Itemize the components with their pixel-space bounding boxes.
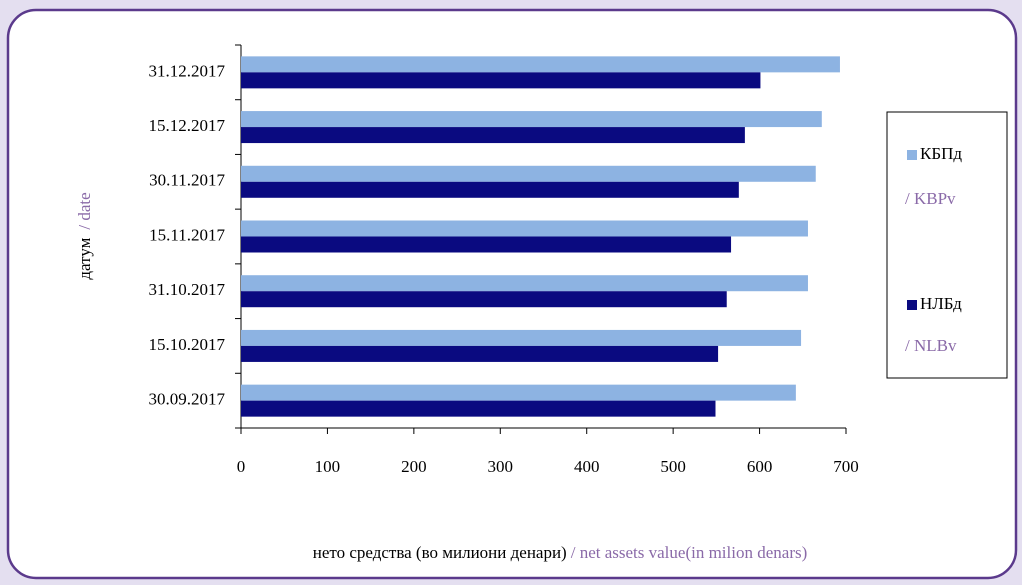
y-tick-label: 15.10.2017 bbox=[149, 335, 226, 354]
x-label: нето средства (во милиони денари) bbox=[313, 543, 567, 562]
x-axis-label: нето средства (во милиони денари) / net a… bbox=[313, 543, 808, 562]
x-tick-label: 0 bbox=[237, 457, 246, 476]
bar bbox=[241, 345, 719, 362]
bar bbox=[241, 181, 739, 198]
y-tick-label: 31.10.2017 bbox=[149, 280, 226, 299]
bar bbox=[241, 329, 802, 346]
x-tick-label: 100 bbox=[315, 457, 341, 476]
bar bbox=[241, 165, 816, 182]
y-tick-label: 15.12.2017 bbox=[149, 116, 226, 135]
bar bbox=[241, 56, 840, 73]
bar bbox=[241, 400, 716, 417]
legend-label-en: / NLBv bbox=[905, 336, 957, 355]
y-tick-label: 30.11.2017 bbox=[149, 171, 225, 190]
bar bbox=[241, 127, 745, 144]
bar bbox=[241, 275, 808, 292]
y-tick-label: 30.09.2017 bbox=[149, 390, 226, 409]
y-tick-label: 15.11.2017 bbox=[149, 225, 225, 244]
bar bbox=[241, 111, 822, 128]
y-label-en: / date bbox=[75, 192, 94, 229]
x-tick-label: 400 bbox=[574, 457, 600, 476]
y-axis-label: датум / date bbox=[75, 192, 94, 279]
bar bbox=[241, 236, 732, 253]
bar bbox=[241, 384, 796, 401]
legend-swatch bbox=[907, 150, 917, 160]
bar bbox=[241, 220, 808, 237]
y-label: датум bbox=[75, 237, 94, 279]
legend-label: НЛБд bbox=[920, 294, 962, 313]
legend-swatch bbox=[907, 300, 917, 310]
x-tick-label: 500 bbox=[660, 457, 686, 476]
y-tick-label: 31.12.2017 bbox=[149, 61, 226, 80]
x-label-en: / net assets value(in milion denars) bbox=[571, 543, 808, 562]
legend-label-en: / KBPv bbox=[905, 189, 956, 208]
x-tick-label: 300 bbox=[488, 457, 514, 476]
x-tick-label: 700 bbox=[833, 457, 859, 476]
bar bbox=[241, 72, 761, 89]
x-tick-label: 600 bbox=[747, 457, 773, 476]
x-tick-label: 200 bbox=[401, 457, 427, 476]
bar bbox=[241, 291, 727, 308]
legend-label: КБПд bbox=[920, 144, 962, 163]
